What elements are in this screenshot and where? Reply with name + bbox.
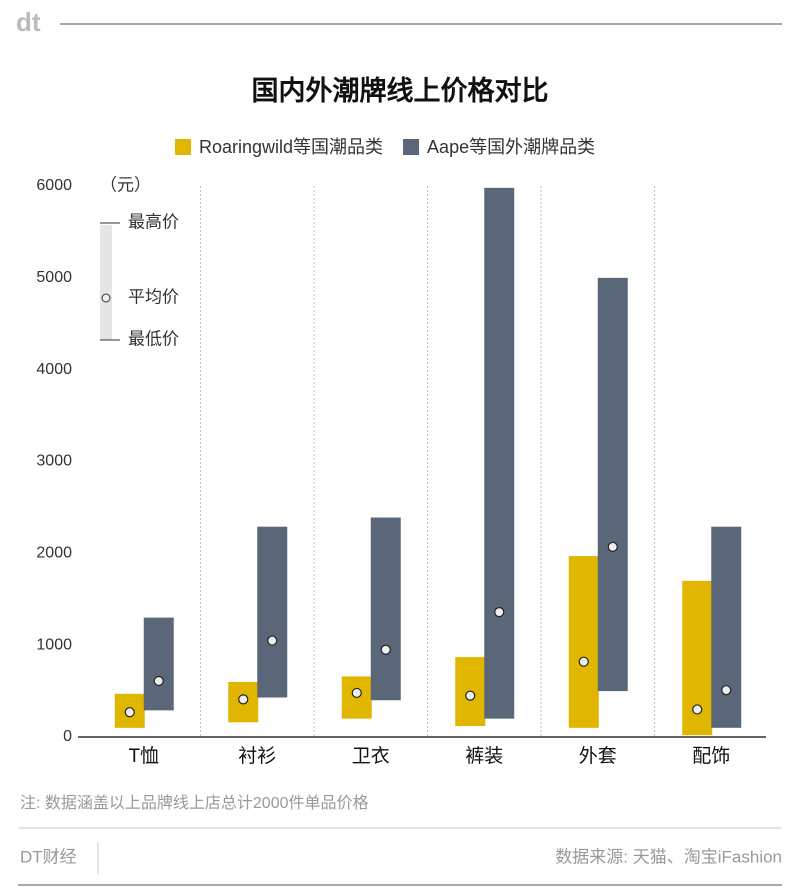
inset-range <box>100 225 112 340</box>
range-bar <box>484 187 515 719</box>
x-tick-label: 裤装 <box>465 745 503 767</box>
x-tick-label: 卫衣 <box>352 745 390 767</box>
avg-dot <box>267 635 278 646</box>
y-tick-label: 1000 <box>36 636 72 653</box>
y-tick-label: 4000 <box>36 361 72 378</box>
logo: dt <box>16 7 41 37</box>
footer-source: 数据来源: 天猫、淘宝iFashion <box>555 847 782 866</box>
footer-brand: DT财经 <box>20 847 77 866</box>
avg-dot <box>351 687 362 699</box>
y-tick-label: 6000 <box>36 177 72 194</box>
chart-title: 国内外潮牌线上价格对比 <box>252 76 549 106</box>
range-bar <box>370 517 401 701</box>
avg-dot <box>607 541 618 553</box>
x-tick-label: 外套 <box>579 745 617 767</box>
inset-avg-dot <box>101 293 111 303</box>
avg-dot <box>721 685 732 696</box>
avg-dot <box>465 690 476 701</box>
avg-dot <box>578 656 589 667</box>
note: 注: 数据涵盖以上品牌线上店总计2000件单品价格 <box>20 794 369 812</box>
avg-dot <box>380 644 391 655</box>
y-tick-label: 5000 <box>36 269 72 286</box>
legend-swatch <box>403 139 420 155</box>
legend-swatch <box>175 139 191 155</box>
legend-label: Roaringwild等国潮品类 <box>199 137 383 157</box>
avg-dot <box>692 704 703 715</box>
unit-label: （元） <box>100 175 151 194</box>
y-tick-label: 3000 <box>36 453 72 470</box>
x-tick-label: T恤 <box>128 745 159 767</box>
range-bar <box>568 556 599 728</box>
range-bar <box>711 526 742 728</box>
avg-dot <box>153 675 164 687</box>
legend-label: Aape等国外潮牌品类 <box>427 137 595 157</box>
inset-max: 最高价 <box>128 212 179 231</box>
y-tick-label: 2000 <box>36 545 72 562</box>
inset-min: 最低价 <box>128 329 179 348</box>
avg-dot <box>494 607 505 618</box>
range-bar <box>143 617 174 711</box>
y-tick-label: 0 <box>63 728 72 745</box>
avg-dot <box>238 694 249 705</box>
x-tick-label: 配饰 <box>692 745 730 767</box>
x-tick-label: 衬衫 <box>238 745 276 767</box>
range-bar <box>597 277 628 692</box>
inset-avg: 平均价 <box>128 287 179 306</box>
range-bar <box>257 526 288 698</box>
avg-dot <box>124 707 135 718</box>
